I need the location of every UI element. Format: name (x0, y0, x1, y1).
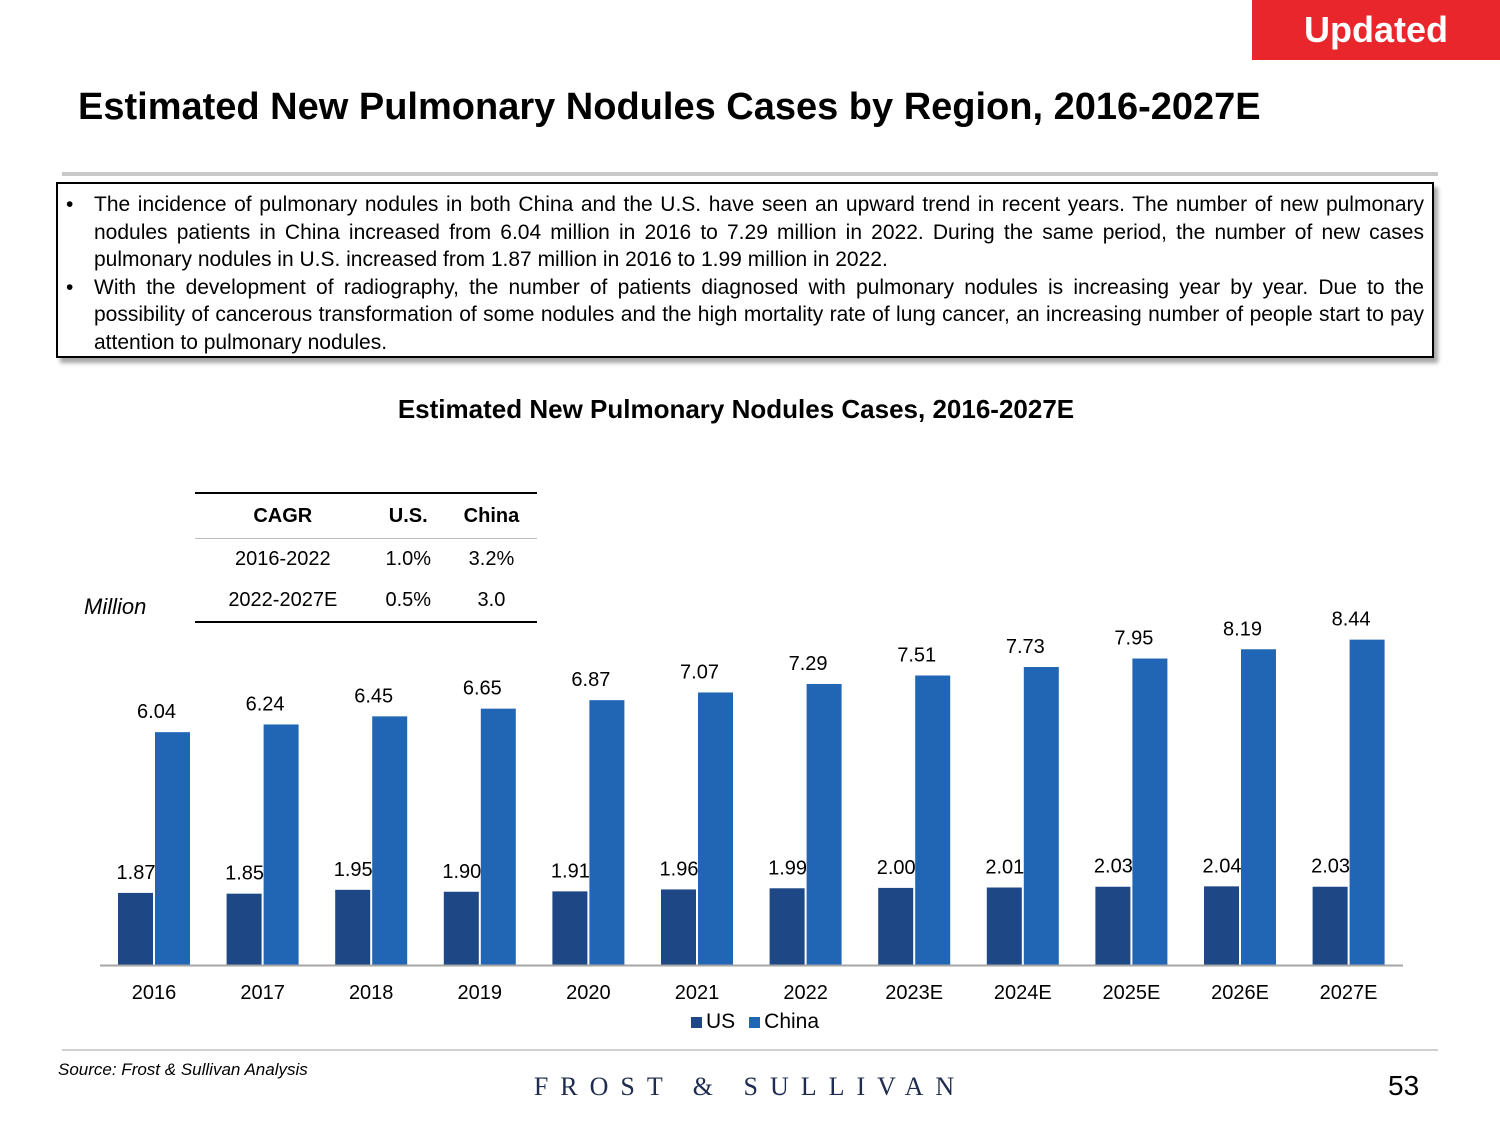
bullet-item: • The incidence of pulmonary nodules in … (66, 191, 1424, 274)
chart-title: Estimated New Pulmonary Nodules Cases, 2… (397, 394, 1075, 424)
x-tick-label-2026E: 2026E (1211, 982, 1269, 1004)
cagr-cell: 0.5% (370, 580, 446, 623)
data-label-china-2027E: 8.44 (1332, 609, 1371, 631)
cagr-row: 2016-2022 1.0% 3.2% (195, 539, 537, 581)
data-label-us-2023E: 2.00 (877, 857, 916, 879)
data-label-china-2020: 6.87 (571, 669, 610, 691)
x-tick-label-2017: 2017 (240, 982, 285, 1004)
data-label-china-2023E: 7.51 (897, 644, 936, 666)
x-tick-label-2023E: 2023E (885, 982, 943, 1004)
cagr-row: 2022-2027E 0.5% 3.0 (195, 580, 537, 623)
bar-china-2023E (915, 675, 951, 965)
frost-sullivan-logo: FROST & SULLIVAN (533, 1072, 967, 1101)
cagr-table: CAGR U.S. China 2016-2022 1.0% 3.2% 2022… (195, 492, 537, 623)
updated-badge: Updated (1252, 0, 1500, 60)
data-label-us-2024E: 2.01 (985, 857, 1024, 879)
data-label-us-2016: 1.87 (117, 862, 156, 884)
bar-us-2020 (552, 891, 588, 965)
data-label-us-2027E: 2.03 (1311, 856, 1350, 878)
data-label-us-2020: 1.91 (551, 860, 590, 882)
bullet-marker: • (66, 193, 74, 216)
legend-label-us: US (705, 1010, 736, 1033)
bar-us-2026E (1204, 886, 1239, 965)
bar-china-2026E (1241, 649, 1276, 965)
bar-us-2019 (443, 891, 479, 965)
data-label-china-2022: 7.29 (789, 653, 828, 675)
x-tick-label-2020: 2020 (566, 982, 611, 1004)
bar-us-2017 (226, 893, 262, 965)
data-label-china-2026E: 8.19 (1223, 618, 1262, 640)
unit-label: Million (84, 594, 147, 619)
data-label-us-2021: 1.96 (660, 858, 699, 880)
title-divider (62, 172, 1438, 176)
cagr-header-cell: U.S. (370, 492, 446, 539)
bar-us-2024E (986, 887, 1022, 965)
data-label-us-2022: 1.99 (768, 857, 807, 879)
bar-us-2025E (1095, 886, 1131, 965)
x-tick-label-2027E: 2027E (1320, 982, 1378, 1004)
legend-swatch-china (749, 1016, 761, 1028)
bullet-item: • With the development of radiography, t… (66, 274, 1424, 357)
bar-china-2019 (480, 708, 516, 965)
summary-box: • The incidence of pulmonary nodules in … (56, 182, 1434, 358)
bar-china-2027E (1349, 639, 1385, 965)
x-tick-label-2019: 2019 (458, 982, 503, 1004)
cagr-header-cell: CAGR (195, 492, 371, 539)
legend-swatch-us (690, 1016, 702, 1028)
data-label-china-2018: 6.45 (354, 685, 393, 707)
data-label-us-2026E: 2.04 (1203, 855, 1242, 877)
x-tick-label-2025E: 2025E (1102, 982, 1160, 1004)
bar-us-2023E (878, 887, 914, 965)
cagr-header-row: CAGR U.S. China (195, 492, 537, 539)
legend-label-china: China (764, 1010, 820, 1033)
x-tick-label-2016: 2016 (132, 982, 177, 1004)
bar-us-2021 (661, 889, 696, 965)
page-number: 53 (1388, 1070, 1420, 1101)
data-label-china-2016: 6.04 (137, 701, 176, 723)
footer-divider (62, 1049, 1438, 1051)
data-label-china-2017: 6.24 (246, 693, 285, 715)
bar-china-2017 (263, 724, 299, 965)
x-tick-label-2021: 2021 (675, 982, 720, 1004)
bar-china-2020 (589, 700, 625, 965)
data-label-china-2025E: 7.95 (1114, 628, 1153, 650)
x-tick-label-2022: 2022 (783, 982, 828, 1004)
legend-item-us: US (690, 1010, 736, 1034)
legend-item-china: China (749, 1010, 819, 1034)
data-label-us-2025E: 2.03 (1094, 856, 1133, 878)
bar-china-2024E (1023, 667, 1059, 965)
bar-china-2022 (806, 683, 842, 965)
bar-china-2021 (698, 692, 733, 965)
data-label-us-2018: 1.95 (334, 859, 373, 881)
bar-china-2025E (1132, 658, 1168, 965)
bar-china-2018 (372, 716, 408, 965)
bar-china-2016 (155, 732, 190, 965)
cagr-header-cell: China (445, 492, 537, 539)
bar-us-2022 (769, 888, 805, 965)
bullet-marker: • (66, 275, 74, 299)
page-title: Estimated New Pulmonary Nodules Cases by… (78, 86, 1261, 128)
x-tick-label-2024E: 2024E (994, 982, 1052, 1004)
cagr-cell: 2022-2027E (195, 580, 371, 623)
cagr-cell: 3.0 (445, 580, 537, 623)
cagr-cell: 3.2% (468, 548, 515, 570)
data-label-china-2021: 7.07 (680, 661, 719, 683)
bullet-text: The incidence of pulmonary nodules in bo… (94, 193, 1424, 271)
bar-us-2027E (1312, 886, 1348, 965)
chart-legend: US China (0, 1010, 1500, 1034)
data-label-china-2019: 6.65 (463, 678, 502, 700)
cagr-cell: 1.0% (385, 548, 432, 570)
data-label-china-2024E: 7.73 (1006, 636, 1045, 658)
cagr-cell: 2016-2022 (234, 548, 331, 570)
source-note: Source: Frost & Sullivan Analysis (58, 1060, 308, 1079)
bar-us-2018 (335, 889, 371, 965)
x-tick-label-2018: 2018 (349, 982, 394, 1004)
bar-us-2016 (118, 892, 153, 965)
data-label-us-2019: 1.90 (442, 861, 481, 883)
bullet-text: With the development of radiography, the… (94, 275, 1424, 354)
data-label-us-2017: 1.85 (225, 863, 264, 885)
